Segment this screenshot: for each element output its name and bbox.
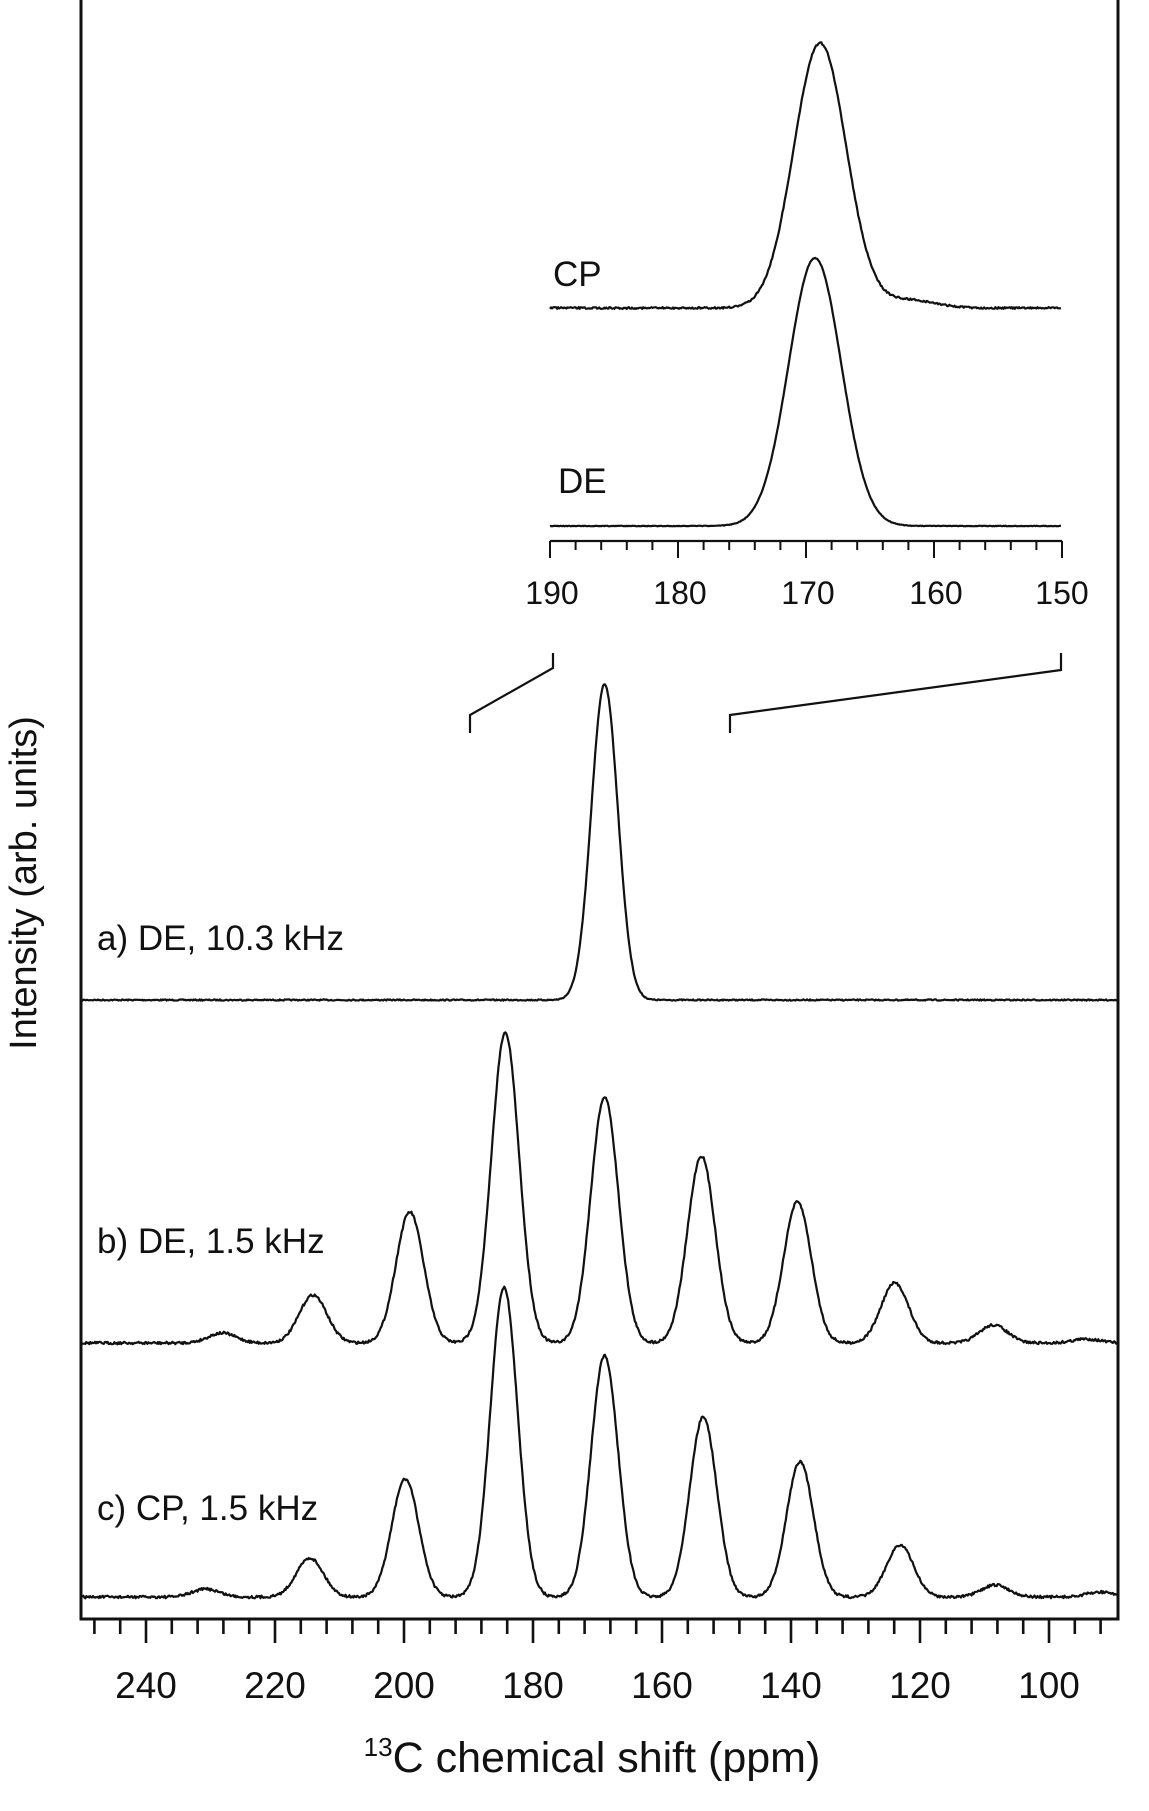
- spectrum-c-trace: [81, 1285, 1118, 1600]
- inset-x-tick-labels: 190 180 170 160 150: [525, 575, 1088, 611]
- zoom-bracket-right: [728, 653, 1063, 733]
- inset-de-trace: [549, 256, 1062, 528]
- x-axis-tick-labels: 240 220 200 180 160 140 120 100: [115, 1665, 1080, 1706]
- y-axis-title: Intensity (arb. units): [3, 716, 45, 1050]
- spectrum-a-trace: [80, 683, 1118, 1002]
- spectrum-b-trace: [81, 1031, 1118, 1346]
- inset-cp-label: CP: [553, 255, 602, 294]
- inset-x-axis-ticks: [549, 541, 1063, 558]
- inset-x-tick-label: 190: [525, 575, 578, 611]
- zoom-bracket-left: [468, 653, 555, 733]
- x-tick-label: 160: [631, 1665, 693, 1706]
- spectrum-a-label: a) DE, 10.3 kHz: [97, 919, 344, 958]
- inset-x-tick-label: 150: [1035, 575, 1088, 611]
- inset-cp-trace: [549, 41, 1062, 310]
- plot-frame: [79, 0, 1120, 1621]
- x-tick-label: 180: [502, 1665, 564, 1706]
- inset-x-tick-label: 170: [781, 575, 834, 611]
- inset-plot: CP DE 190 180 170 160 150: [525, 41, 1089, 611]
- x-tick-label: 120: [889, 1665, 951, 1706]
- x-tick-label: 100: [1018, 1665, 1080, 1706]
- x-axis-title-superscript: 13: [364, 1732, 393, 1762]
- x-axis-ticks: [93, 1619, 1102, 1643]
- inset-de-label: DE: [558, 462, 607, 501]
- x-tick-label: 140: [760, 1665, 822, 1706]
- x-tick-label: 220: [244, 1665, 306, 1706]
- spectrum-c-label: c) CP, 1.5 kHz: [97, 1489, 318, 1528]
- x-axis-title-text: C chemical shift (ppm): [393, 1734, 821, 1782]
- x-tick-label: 240: [115, 1665, 177, 1706]
- x-axis-title: 13C chemical shift (ppm): [364, 1732, 821, 1782]
- inset-x-tick-label: 180: [653, 575, 706, 611]
- x-tick-label: 200: [373, 1665, 435, 1706]
- spectrum-b-label: b) DE, 1.5 kHz: [97, 1222, 325, 1261]
- inset-x-tick-label: 160: [909, 575, 962, 611]
